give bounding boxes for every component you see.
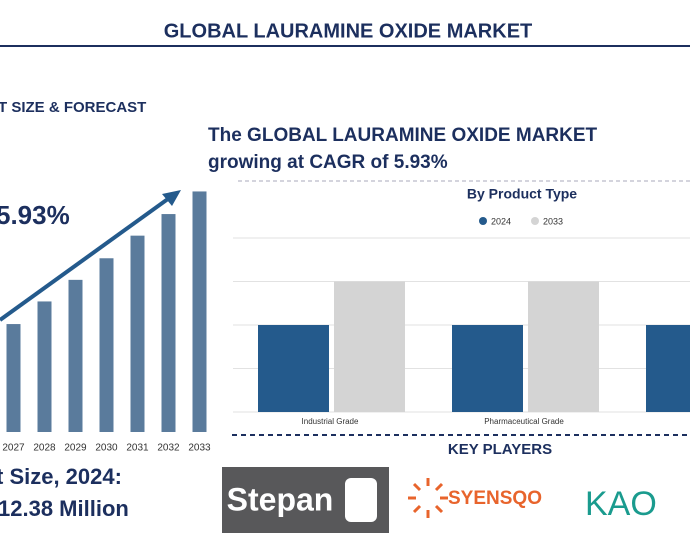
bar bbox=[99, 258, 114, 432]
bar bbox=[258, 325, 329, 412]
bar bbox=[161, 214, 176, 432]
cagr-value: 5.93% bbox=[0, 200, 70, 230]
x-tick-label: 2030 bbox=[95, 443, 118, 454]
x-tick-label: 2029 bbox=[64, 443, 87, 454]
headline-line: growing at CAGR of 5.93% bbox=[208, 152, 448, 173]
x-tick-label: 2032 bbox=[157, 443, 180, 454]
bar bbox=[646, 325, 690, 412]
x-tick-label: Industrial Grade bbox=[302, 417, 359, 426]
market-size-label: t Size, 2024: bbox=[0, 464, 122, 489]
bar bbox=[68, 279, 83, 432]
legend-label: 2024 bbox=[491, 216, 511, 226]
market-size-value: 12.38 Million bbox=[0, 496, 129, 521]
x-tick-label: Pharmaceutical Grade bbox=[484, 417, 564, 426]
company-name: SYENSQO bbox=[448, 488, 542, 509]
legend-label: 2033 bbox=[543, 216, 563, 226]
chart-title: By Product Type bbox=[467, 186, 577, 202]
headline-line: The GLOBAL LAURAMINE OXIDE MARKET bbox=[208, 125, 598, 146]
legend-swatch bbox=[531, 217, 539, 225]
x-tick-label: 2027 bbox=[2, 443, 25, 454]
bar bbox=[37, 301, 52, 432]
x-tick-label: 2031 bbox=[126, 443, 149, 454]
bar bbox=[6, 324, 21, 432]
section-title: T SIZE & FORECAST bbox=[0, 99, 146, 116]
bar bbox=[528, 281, 599, 412]
syensqo-icon bbox=[408, 478, 448, 518]
company-name: Stepan bbox=[227, 481, 334, 517]
trend-arrow bbox=[0, 194, 174, 322]
bar bbox=[130, 235, 145, 432]
bar bbox=[452, 325, 523, 412]
bar bbox=[334, 281, 405, 412]
key-players-title: KEY PLAYERS bbox=[448, 441, 552, 458]
page-title: GLOBAL LAURAMINE OXIDE MARKET bbox=[164, 20, 533, 42]
trend-arrow-head bbox=[162, 190, 181, 206]
legend-swatch bbox=[479, 217, 487, 225]
bar bbox=[192, 191, 207, 432]
title-banner bbox=[0, 0, 690, 47]
x-tick-label: 2028 bbox=[33, 443, 56, 454]
stepan-icon bbox=[345, 478, 377, 522]
company-name: KAO bbox=[585, 485, 657, 523]
x-tick-label: 2033 bbox=[188, 443, 211, 454]
